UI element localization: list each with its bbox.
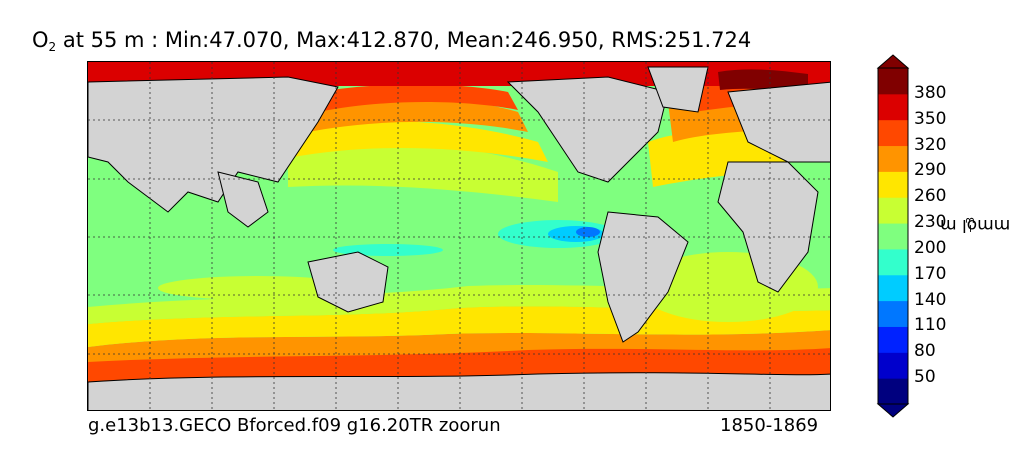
land-south-america: [597, 211, 689, 343]
land-africa: [717, 161, 819, 293]
colorbar-frame: [877, 67, 909, 405]
etp-blue: [576, 227, 600, 237]
colorbar-tick-label: 80: [914, 341, 936, 362]
land-antarctica: [88, 372, 830, 410]
colorbar-segment: [878, 171, 908, 198]
colorbar-segment: [878, 145, 908, 172]
npac-orange: [308, 97, 528, 132]
colorbar-tick-label: 260: [914, 186, 947, 207]
chart-title: O2 at 55 m : Min:47.070, Max:412.870, Me…: [32, 28, 751, 54]
footer-period: 1850-1869: [720, 415, 819, 436]
colorbar-segment: [878, 223, 908, 250]
title-rest: at 55 m : Min:47.070, Max:412.870, Mean:…: [62, 28, 752, 52]
land-north-america: [506, 76, 669, 183]
sind-lime: [158, 276, 358, 300]
land-asia-east: [217, 171, 269, 228]
colorbar-segment: [878, 378, 908, 405]
colorbar: [876, 54, 910, 418]
colorbar-tick-label: 50: [914, 367, 936, 388]
map-plot: [87, 61, 831, 411]
colorbar-segment: [878, 119, 908, 147]
colorbar-segment: [878, 197, 908, 224]
colorbar-segment: [878, 248, 908, 276]
colorbar-extend-min: [876, 403, 910, 418]
colorbar-label: mmol m −3: [940, 160, 1010, 290]
footer-run-name: g.e13b13.GECO Bforced.f09 g16.20TR zooru…: [88, 415, 501, 436]
land-greenland: [647, 66, 709, 113]
npac-red: [318, 84, 518, 112]
colorbar-tick-label: 380: [914, 82, 947, 103]
colorbar-tick-label: 290: [914, 160, 947, 181]
map-svg: [88, 62, 830, 410]
colorbar-tick-label: 320: [914, 134, 947, 155]
colorbar-segment: [878, 326, 908, 353]
colorbar-tick-label: 230: [914, 212, 947, 233]
colorbar-tick-label: 350: [914, 108, 947, 129]
npac-yellow: [293, 121, 548, 162]
land-australia: [307, 251, 389, 313]
grid: [88, 62, 830, 410]
npac-lime: [288, 141, 558, 202]
colorbar-extend-max: [876, 54, 910, 69]
title-species: O: [32, 28, 49, 52]
colorbar-tick-label: 110: [914, 315, 947, 336]
colorbar-label-main: mmol m: [939, 215, 1011, 235]
title-subscript: 2: [48, 40, 57, 54]
colorbar-tick-label: 140: [914, 289, 947, 310]
colorbar-segment: [878, 68, 908, 95]
land-europe: [727, 81, 830, 163]
colorbar-segment: [878, 352, 908, 379]
colorbar-tick-label: 170: [914, 263, 947, 284]
colorbar-tick-label: 200: [914, 237, 947, 258]
colorbar-segment: [878, 300, 908, 327]
colorbar-segment: [878, 93, 908, 121]
colorbar-segment: [878, 274, 908, 302]
